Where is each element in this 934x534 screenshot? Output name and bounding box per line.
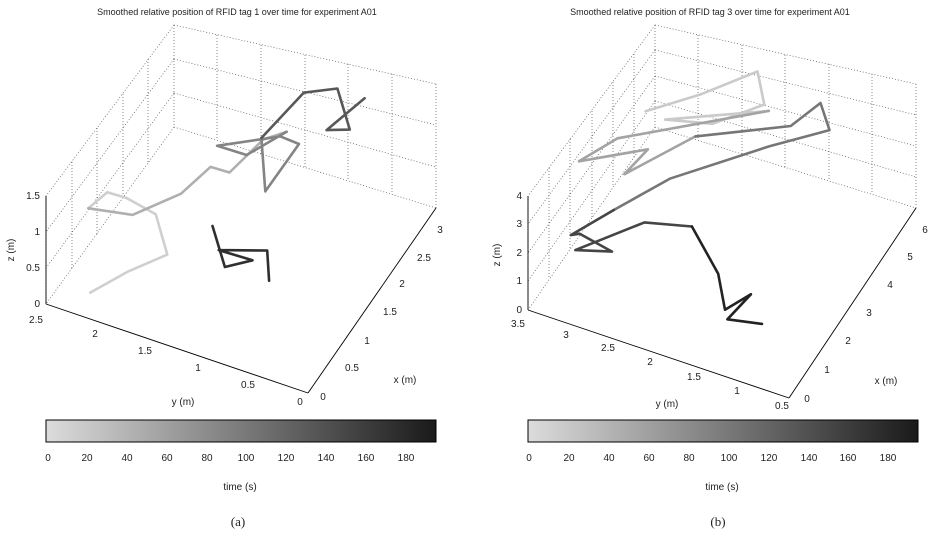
colorbar-tick-label: 60 bbox=[161, 453, 173, 464]
colorbar-tick-label: 20 bbox=[563, 453, 575, 464]
z-axis-label: z (m) bbox=[492, 244, 503, 267]
trajectory-segment bbox=[215, 130, 301, 193]
trajectory bbox=[569, 70, 831, 326]
grid-lines bbox=[527, 24, 917, 311]
x-tick-label: 2.5 bbox=[417, 253, 431, 264]
x-ticks: 0 1 2 3 4 5 6 bbox=[804, 225, 928, 405]
x-tick-label: 3 bbox=[866, 308, 872, 319]
colorbar-tick-label: 120 bbox=[278, 453, 295, 464]
x-ticks: 0 0.5 1 1.5 2 2.5 3 bbox=[320, 225, 443, 403]
colorbar-label: time (s) bbox=[223, 482, 256, 493]
trajectory-segment bbox=[87, 191, 169, 294]
z-ticks: 0 1 2 3 4 bbox=[516, 191, 522, 316]
x-tick-label: 1 bbox=[364, 336, 370, 347]
y-tick-label: 0 bbox=[297, 397, 303, 408]
z-tick-label: 1 bbox=[516, 276, 522, 287]
colorbar-tick-label: 140 bbox=[801, 453, 818, 464]
y-tick-label: 1.5 bbox=[138, 346, 152, 357]
y-tick-label: 2 bbox=[647, 357, 653, 368]
colorbar-label: time (s) bbox=[705, 482, 738, 493]
trajectory-segment bbox=[690, 225, 764, 326]
z-tick-label: 3 bbox=[516, 219, 522, 230]
colorbar-tick-label: 80 bbox=[683, 453, 695, 464]
colorbar bbox=[527, 419, 919, 443]
colorbar bbox=[45, 419, 437, 443]
z-tick-label: 0.5 bbox=[26, 263, 40, 274]
z-tick-label: 4 bbox=[516, 191, 522, 202]
colorbar-tick-label: 0 bbox=[526, 453, 532, 464]
colorbar-ticks: 0 20 40 60 80 100 120 140 160 180 bbox=[45, 453, 415, 464]
x-tick-label: 0 bbox=[320, 392, 326, 403]
colorbar-tick-label: 40 bbox=[603, 453, 615, 464]
trajectory-segment bbox=[569, 208, 694, 253]
colorbar-tick-label: 180 bbox=[880, 453, 897, 464]
x-tick-label: 6 bbox=[922, 225, 928, 236]
y-ticks: 0 0.5 1 1.5 2 2.5 bbox=[29, 315, 303, 408]
chart-title: Smoothed relative position of RFID tag 3… bbox=[570, 7, 850, 17]
y-axis-label: y (m) bbox=[656, 399, 679, 410]
panel-caption: (b) bbox=[710, 514, 725, 529]
trajectory-segment bbox=[612, 101, 831, 212]
y-tick-label: 0.5 bbox=[241, 380, 255, 391]
colorbar-tick-label: 120 bbox=[761, 453, 778, 464]
colorbar-tick-label: 60 bbox=[643, 453, 655, 464]
z-tick-label: 2 bbox=[516, 248, 522, 259]
y-axis-label: y (m) bbox=[172, 397, 195, 408]
colorbar-tick-label: 160 bbox=[358, 453, 375, 464]
trajectory-segment bbox=[644, 70, 771, 126]
axis-lines bbox=[45, 196, 437, 394]
z-ticks: 0 0.5 1 1.5 bbox=[26, 191, 40, 310]
colorbar-ticks: 0 20 40 60 80 100 120 140 160 180 bbox=[526, 453, 897, 464]
chart-panel-b: Smoothed relative position of RFID tag 3… bbox=[492, 7, 928, 529]
x-tick-label: 5 bbox=[907, 252, 913, 263]
x-tick-label: 0 bbox=[804, 394, 810, 405]
z-tick-label: 1 bbox=[34, 227, 40, 238]
colorbar-tick-label: 180 bbox=[398, 453, 415, 464]
trajectory-segment bbox=[577, 109, 771, 176]
y-ticks: 0.5 1 1.5 2 2.5 3 3.5 bbox=[511, 319, 789, 412]
y-tick-label: 3 bbox=[563, 330, 569, 341]
colorbar-tick-label: 100 bbox=[721, 453, 738, 464]
colorbar-tick-label: 40 bbox=[121, 453, 133, 464]
x-tick-label: 3 bbox=[437, 225, 443, 236]
trajectory bbox=[87, 87, 366, 294]
panel-caption: (a) bbox=[231, 514, 245, 529]
y-tick-label: 1 bbox=[195, 363, 201, 374]
x-axis-label: x (m) bbox=[394, 375, 417, 386]
colorbar-tick-label: 140 bbox=[318, 453, 335, 464]
y-tick-label: 3.5 bbox=[511, 319, 525, 330]
chart-title: Smoothed relative position of RFID tag 1… bbox=[97, 7, 377, 17]
colorbar-tick-label: 100 bbox=[238, 453, 255, 464]
trajectory-segment bbox=[211, 224, 271, 283]
x-tick-label: 2 bbox=[845, 336, 851, 347]
y-tick-label: 0.5 bbox=[775, 401, 789, 412]
axis-lines bbox=[527, 196, 917, 399]
y-tick-label: 2.5 bbox=[601, 343, 615, 354]
colorbar-tick-label: 80 bbox=[201, 453, 213, 464]
y-tick-label: 1 bbox=[734, 386, 740, 397]
y-tick-label: 2.5 bbox=[29, 315, 43, 326]
colorbar-tick-label: 20 bbox=[81, 453, 93, 464]
z-tick-label: 0 bbox=[34, 299, 40, 310]
x-axis-label: x (m) bbox=[875, 376, 898, 387]
z-tick-label: 1.5 bbox=[26, 191, 40, 202]
x-tick-label: 0.5 bbox=[345, 363, 359, 374]
x-tick-label: 1 bbox=[824, 365, 830, 376]
z-axis-label: z (m) bbox=[6, 239, 17, 262]
x-tick-label: 2 bbox=[399, 279, 405, 290]
chart-panel-a: Smoothed relative position of RFID tag 1… bbox=[6, 7, 443, 529]
trajectory-segment bbox=[87, 130, 288, 217]
x-tick-label: 4 bbox=[887, 280, 893, 291]
y-tick-label: 2 bbox=[92, 329, 98, 340]
y-tick-label: 1.5 bbox=[687, 372, 701, 383]
colorbar-tick-label: 160 bbox=[840, 453, 857, 464]
trajectory-segment bbox=[260, 87, 366, 140]
z-tick-label: 0 bbox=[516, 305, 522, 316]
colorbar-tick-label: 0 bbox=[45, 453, 51, 464]
x-tick-label: 1.5 bbox=[383, 307, 397, 318]
